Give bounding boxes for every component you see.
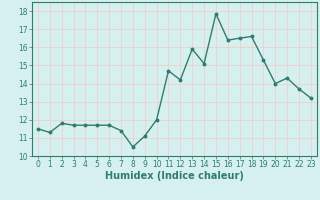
X-axis label: Humidex (Indice chaleur): Humidex (Indice chaleur) xyxy=(105,171,244,181)
